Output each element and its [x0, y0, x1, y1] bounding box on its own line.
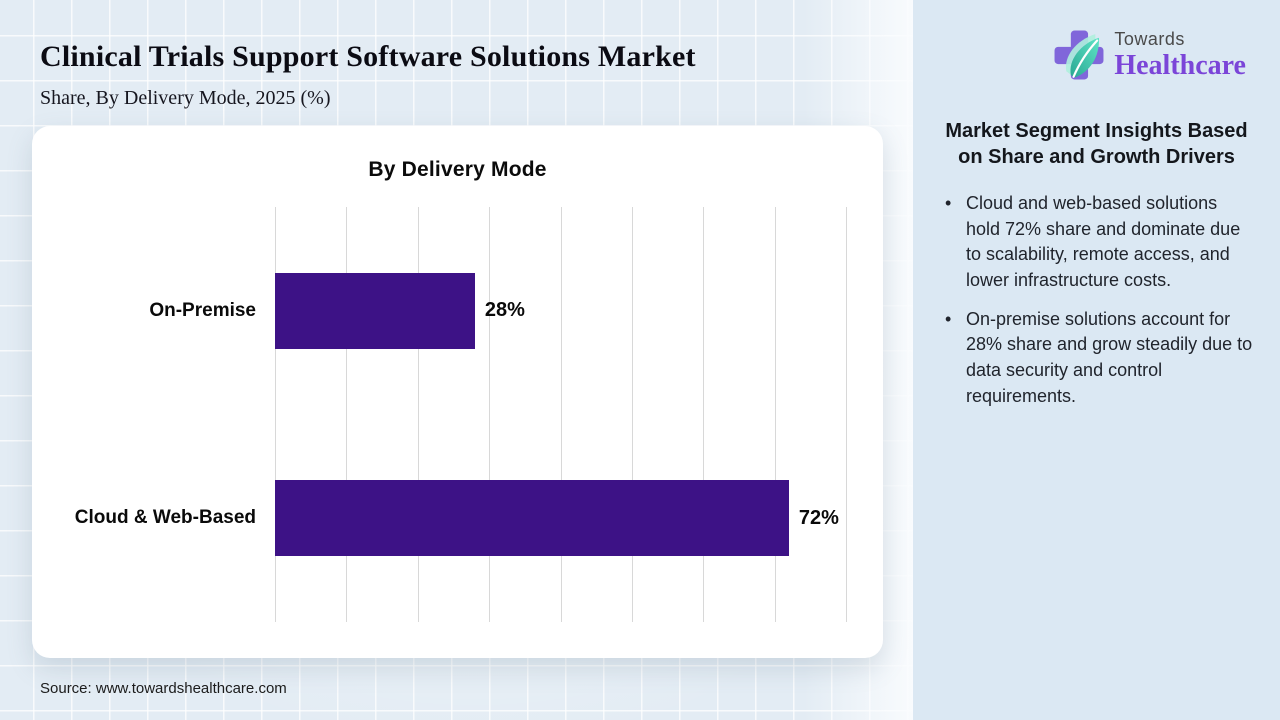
bar-value-label: 28%: [484, 299, 525, 322]
bar-cloud-web-based: [275, 480, 789, 557]
insight-bullet-list: Cloud and web-based solutions hold 72% s…: [939, 191, 1254, 423]
gridline-10: [346, 207, 348, 622]
logo-healthcare-text: Healthcare: [1114, 49, 1246, 81]
source-attribution: Source: www.towardshealthcare.com: [40, 680, 287, 697]
insight-bullet-1: On-premise solutions account for 28% sha…: [939, 307, 1254, 410]
bar-row-1: Cloud & Web-Based 72%: [32, 415, 883, 623]
gridline-40: [560, 207, 562, 622]
bar-track: 72%: [275, 415, 846, 623]
gridline-30: [489, 207, 491, 622]
bar-chart: On-Premise 28% Cloud & Web-Based 72%: [32, 207, 883, 622]
page-subtitle: Share, By Delivery Mode, 2025 (%): [40, 87, 331, 109]
healthcare-cross-leaf-icon: [1054, 30, 1104, 80]
gridline-20: [417, 207, 419, 622]
page-title: Clinical Trials Support Software Solutio…: [40, 40, 696, 73]
bar-track: 28%: [275, 207, 846, 415]
logo-towards-text: Towards: [1114, 28, 1185, 49]
category-label: On-Premise: [149, 299, 256, 321]
sidebar-heading: Market Segment Insights Based on Share a…: [945, 120, 1248, 169]
insight-bullet-0: Cloud and web-based solutions hold 72% s…: [939, 191, 1254, 294]
towards-healthcare-logo: Towards Healthcare: [1050, 26, 1246, 84]
gridline-0: [275, 207, 276, 622]
gridline-80: [846, 207, 847, 622]
bar-on-premise: [275, 272, 475, 349]
gridline-60: [703, 207, 705, 622]
gridline-70: [774, 207, 776, 622]
insights-sidebar: Towards Healthcare Market Segment Insigh…: [913, 0, 1280, 720]
chart-card: By Delivery Mode On-Premise 28% Cloud & We…: [32, 126, 883, 658]
category-label: Cloud & Web-Based: [74, 507, 256, 529]
logo-wordmark: Towards Healthcare: [1114, 28, 1246, 81]
main-panel: Clinical Trials Support Software Solutio…: [0, 0, 913, 720]
bar-value-label: 72%: [798, 506, 839, 529]
bar-row-0: On-Premise 28%: [32, 207, 883, 415]
chart-title: By Delivery Mode: [368, 158, 547, 181]
chart-gridlines: [275, 207, 847, 622]
gridline-50: [631, 207, 633, 622]
